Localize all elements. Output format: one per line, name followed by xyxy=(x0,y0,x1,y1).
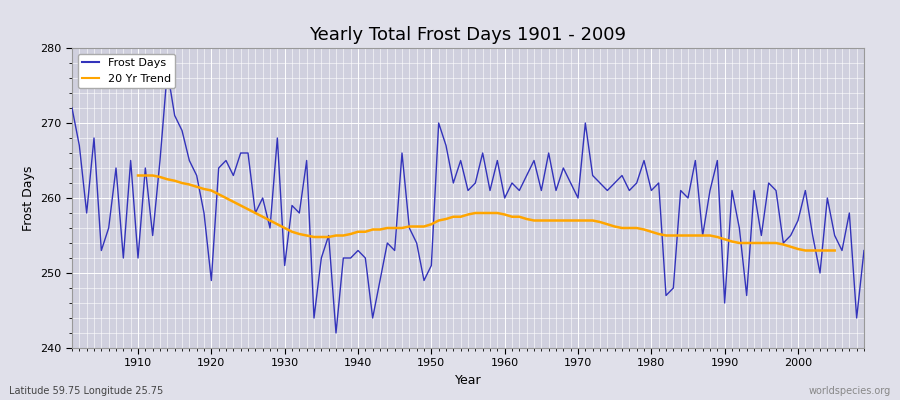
Y-axis label: Frost Days: Frost Days xyxy=(22,165,35,231)
Legend: Frost Days, 20 Yr Trend: Frost Days, 20 Yr Trend xyxy=(77,54,176,88)
X-axis label: Year: Year xyxy=(454,374,482,387)
Text: Latitude 59.75 Longitude 25.75: Latitude 59.75 Longitude 25.75 xyxy=(9,386,163,396)
Title: Yearly Total Frost Days 1901 - 2009: Yearly Total Frost Days 1901 - 2009 xyxy=(310,26,626,44)
Text: worldspecies.org: worldspecies.org xyxy=(809,386,891,396)
